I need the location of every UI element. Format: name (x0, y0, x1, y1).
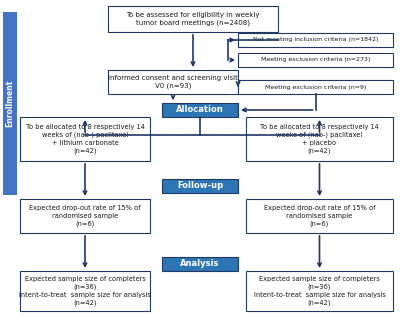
Text: To be allocated to 8 respectively 14
weeks of (nab-) paclitaxel
+ lithium carbon: To be allocated to 8 respectively 14 wee… (26, 124, 144, 154)
Bar (162, 179, 238, 193)
Bar (108, 6, 278, 32)
Bar (238, 53, 393, 67)
Text: Not meeting inclusion criteria (n=1842): Not meeting inclusion criteria (n=1842) (253, 38, 378, 42)
Bar (20, 117, 150, 161)
Bar (162, 257, 238, 271)
Text: Meeting exclusion criteria (n=9): Meeting exclusion criteria (n=9) (265, 84, 366, 89)
Text: Expected drop-out rate of 15% of
randomised sample
(n=6): Expected drop-out rate of 15% of randomi… (264, 205, 375, 227)
Text: Expected sample size of completers
(n=36)
Intent-to-treat  sample size for analy: Expected sample size of completers (n=36… (254, 276, 386, 306)
Bar (238, 80, 393, 94)
Text: To be allocated to 8 respectively 14
weeks of (nab-) paclitaxel
+ placebo
(n=42): To be allocated to 8 respectively 14 wee… (260, 124, 379, 154)
Bar (20, 199, 150, 233)
Text: Meeting exclusion criteria (n=273): Meeting exclusion criteria (n=273) (261, 58, 370, 63)
Text: Informed consent and screening visit
V0 (n=93): Informed consent and screening visit V0 … (108, 75, 238, 89)
Bar (20, 271, 150, 311)
Bar (108, 70, 238, 94)
Bar (246, 117, 393, 161)
Text: Analysis: Analysis (180, 259, 220, 269)
Text: Allocation: Allocation (176, 106, 224, 114)
Text: Expected drop-out rate of 15% of
randomised sample
(n=6): Expected drop-out rate of 15% of randomi… (29, 205, 141, 227)
Text: Enrollment: Enrollment (6, 80, 14, 127)
Bar (246, 271, 393, 311)
Text: To be assessed for eligibility in weekly
tumor board meetings (n=2408): To be assessed for eligibility in weekly… (126, 12, 260, 26)
Text: Follow-up: Follow-up (177, 181, 223, 191)
Bar (3, 12, 17, 195)
Text: Expected sample size of completers
(n=36)
Intent-to-treat  sample size for analy: Expected sample size of completers (n=36… (19, 276, 151, 306)
Bar (238, 33, 393, 47)
Bar (162, 103, 238, 117)
Bar (246, 199, 393, 233)
